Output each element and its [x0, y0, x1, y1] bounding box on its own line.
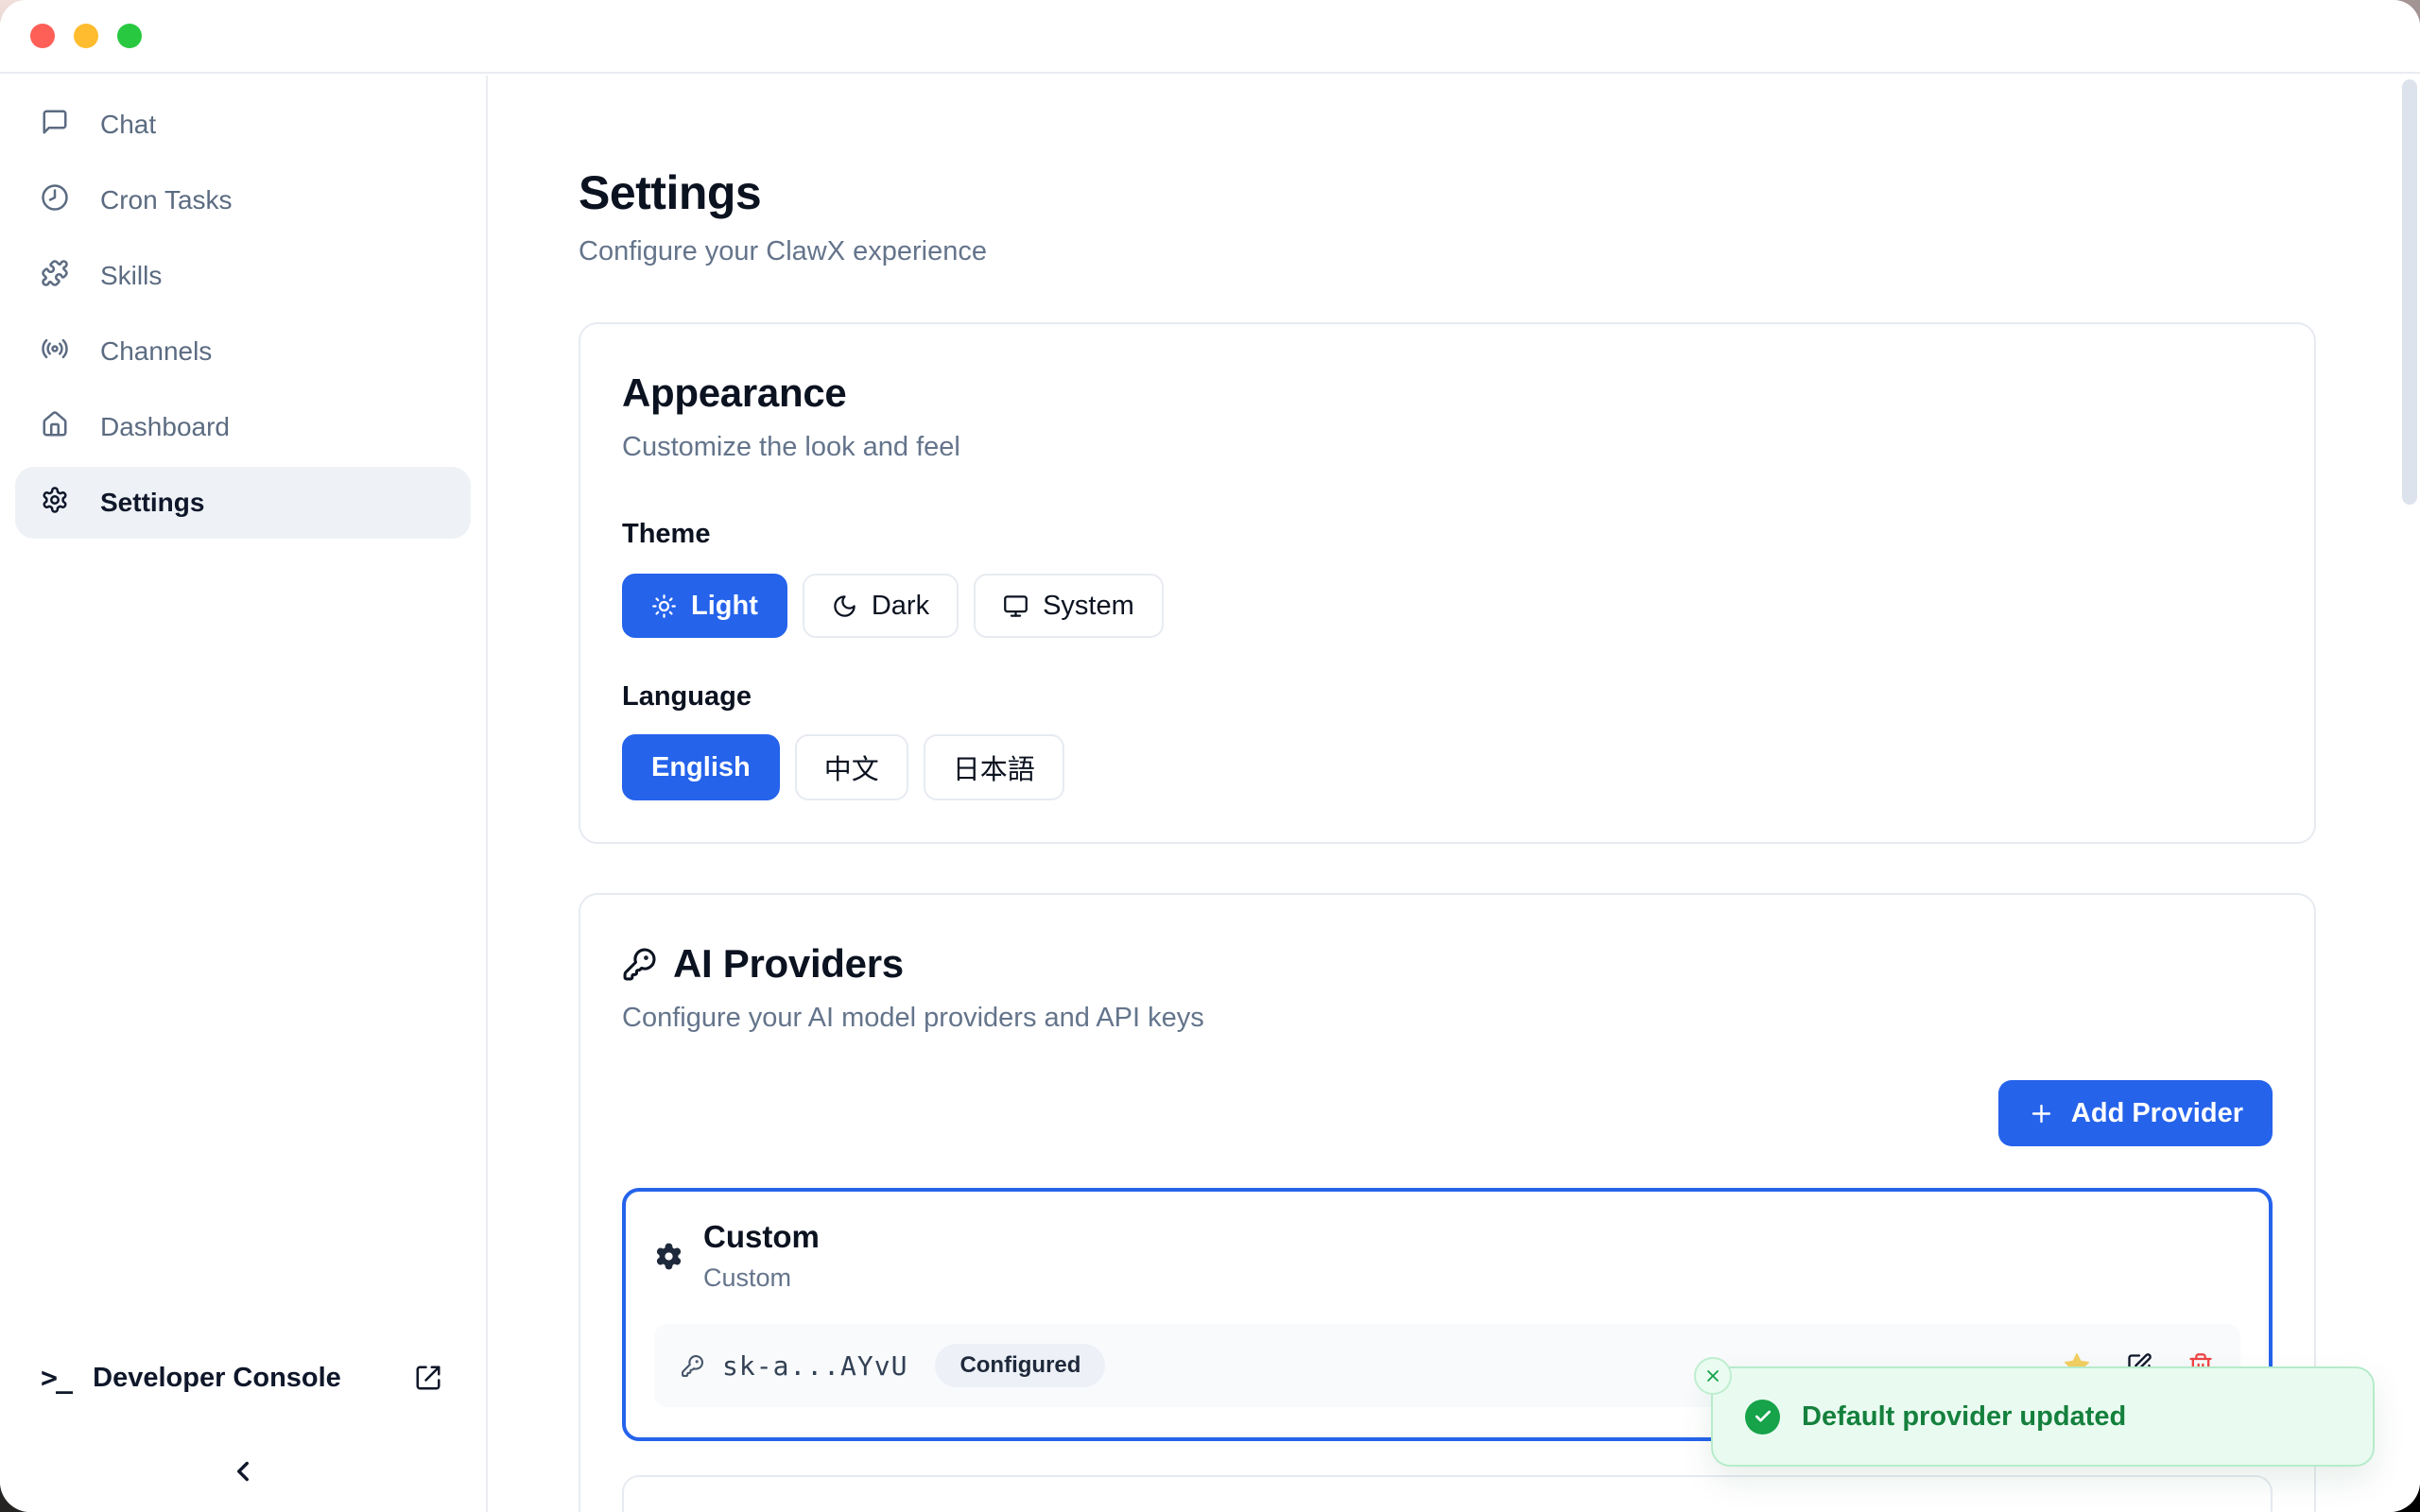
clock-icon	[41, 183, 69, 218]
provider-card-openrouter[interactable]: OpenRouter	[622, 1475, 2273, 1512]
language-options: English 中文 日本語	[622, 734, 2273, 800]
appearance-title: Appearance	[622, 370, 847, 415]
sidebar-item-label: Chat	[100, 110, 157, 139]
language-label: Language	[622, 681, 752, 712]
sidebar-item-chat[interactable]: Chat	[15, 89, 471, 161]
sidebar-item-label: Cron Tasks	[100, 185, 233, 215]
home-icon	[41, 410, 69, 445]
ai-providers-title: AI Providers	[673, 941, 904, 986]
toast-notification: Default provider updated	[1694, 1357, 2375, 1467]
external-link-icon[interactable]	[414, 1364, 442, 1392]
gear-icon	[41, 486, 69, 521]
chat-icon	[41, 108, 69, 143]
puzzle-icon	[41, 259, 69, 294]
sidebar-item-channels[interactable]: Channels	[15, 316, 471, 387]
developer-console-label: Developer Console	[93, 1362, 341, 1393]
sidebar-item-label: Dashboard	[100, 412, 230, 441]
theme-option-light[interactable]: Light	[622, 574, 787, 638]
key-icon	[622, 947, 657, 982]
zoom-window-button[interactable]	[117, 24, 142, 48]
sidebar-item-cron-tasks[interactable]: Cron Tasks	[15, 164, 471, 236]
moon-icon	[832, 593, 857, 619]
close-window-button[interactable]	[30, 24, 55, 48]
main-content: Settings Configure your ClawX experience…	[490, 76, 2420, 1512]
sun-icon	[651, 593, 677, 619]
sidebar-item-skills[interactable]: Skills	[15, 240, 471, 312]
provider-name: Custom	[703, 1219, 820, 1254]
titlebar	[0, 0, 2420, 74]
provider-name: OpenRouter	[682, 1505, 2242, 1512]
monitor-icon	[1003, 593, 1028, 619]
language-option-chinese[interactable]: 中文	[794, 734, 908, 800]
terminal-icon: >_	[41, 1361, 73, 1395]
theme-label: Theme	[622, 519, 711, 549]
minimize-window-button[interactable]	[74, 24, 98, 48]
theme-option-system[interactable]: System	[974, 574, 1164, 638]
language-option-japanese[interactable]: 日本語	[923, 734, 1064, 800]
chevron-left-icon	[237, 1461, 249, 1482]
sidebar-item-settings[interactable]: Settings	[15, 467, 471, 539]
appearance-card: Appearance Customize the look and feel T…	[579, 322, 2316, 844]
theme-option-dark[interactable]: Dark	[802, 574, 959, 638]
status-badge: Configured	[935, 1344, 1106, 1387]
toast-message: Default provider updated	[1802, 1400, 2127, 1432]
key-icon	[681, 1354, 704, 1378]
check-circle-icon	[1745, 1399, 1780, 1435]
ai-providers-subtitle: Configure your AI model providers and AP…	[622, 1003, 1204, 1033]
scrollbar-thumb[interactable]	[2402, 79, 2417, 505]
sidebar-item-label: Skills	[100, 261, 163, 290]
sidebar-nav: Chat Cron Tasks Skills Channels	[0, 76, 486, 556]
api-key-masked: sk-a...AYvU	[722, 1349, 908, 1382]
plus-icon	[2028, 1100, 2055, 1127]
add-provider-button[interactable]: Add Provider	[1997, 1080, 2273, 1146]
close-icon	[1707, 1370, 1719, 1382]
toast-close-button[interactable]	[1694, 1357, 1732, 1395]
sidebar-footer: >_ Developer Console	[0, 1349, 486, 1512]
page-title: Settings	[579, 166, 762, 219]
appearance-subtitle: Customize the look and feel	[622, 432, 960, 462]
sidebar-item-dashboard[interactable]: Dashboard	[15, 391, 471, 463]
traffic-lights	[30, 24, 142, 48]
sidebar-item-label: Channels	[100, 336, 213, 366]
sidebar: Chat Cron Tasks Skills Channels	[0, 76, 488, 1512]
broadcast-icon	[41, 335, 69, 369]
page-subtitle: Configure your ClawX experience	[579, 236, 987, 266]
sidebar-item-label: Settings	[100, 488, 205, 517]
theme-options: Light Dark System	[622, 574, 2273, 638]
collapse-sidebar-button[interactable]	[227, 1455, 259, 1487]
developer-console-button[interactable]: >_ Developer Console	[0, 1349, 486, 1406]
gear-filled-icon	[654, 1242, 683, 1271]
language-option-english[interactable]: English	[622, 734, 780, 800]
provider-type: Custom	[703, 1263, 792, 1292]
